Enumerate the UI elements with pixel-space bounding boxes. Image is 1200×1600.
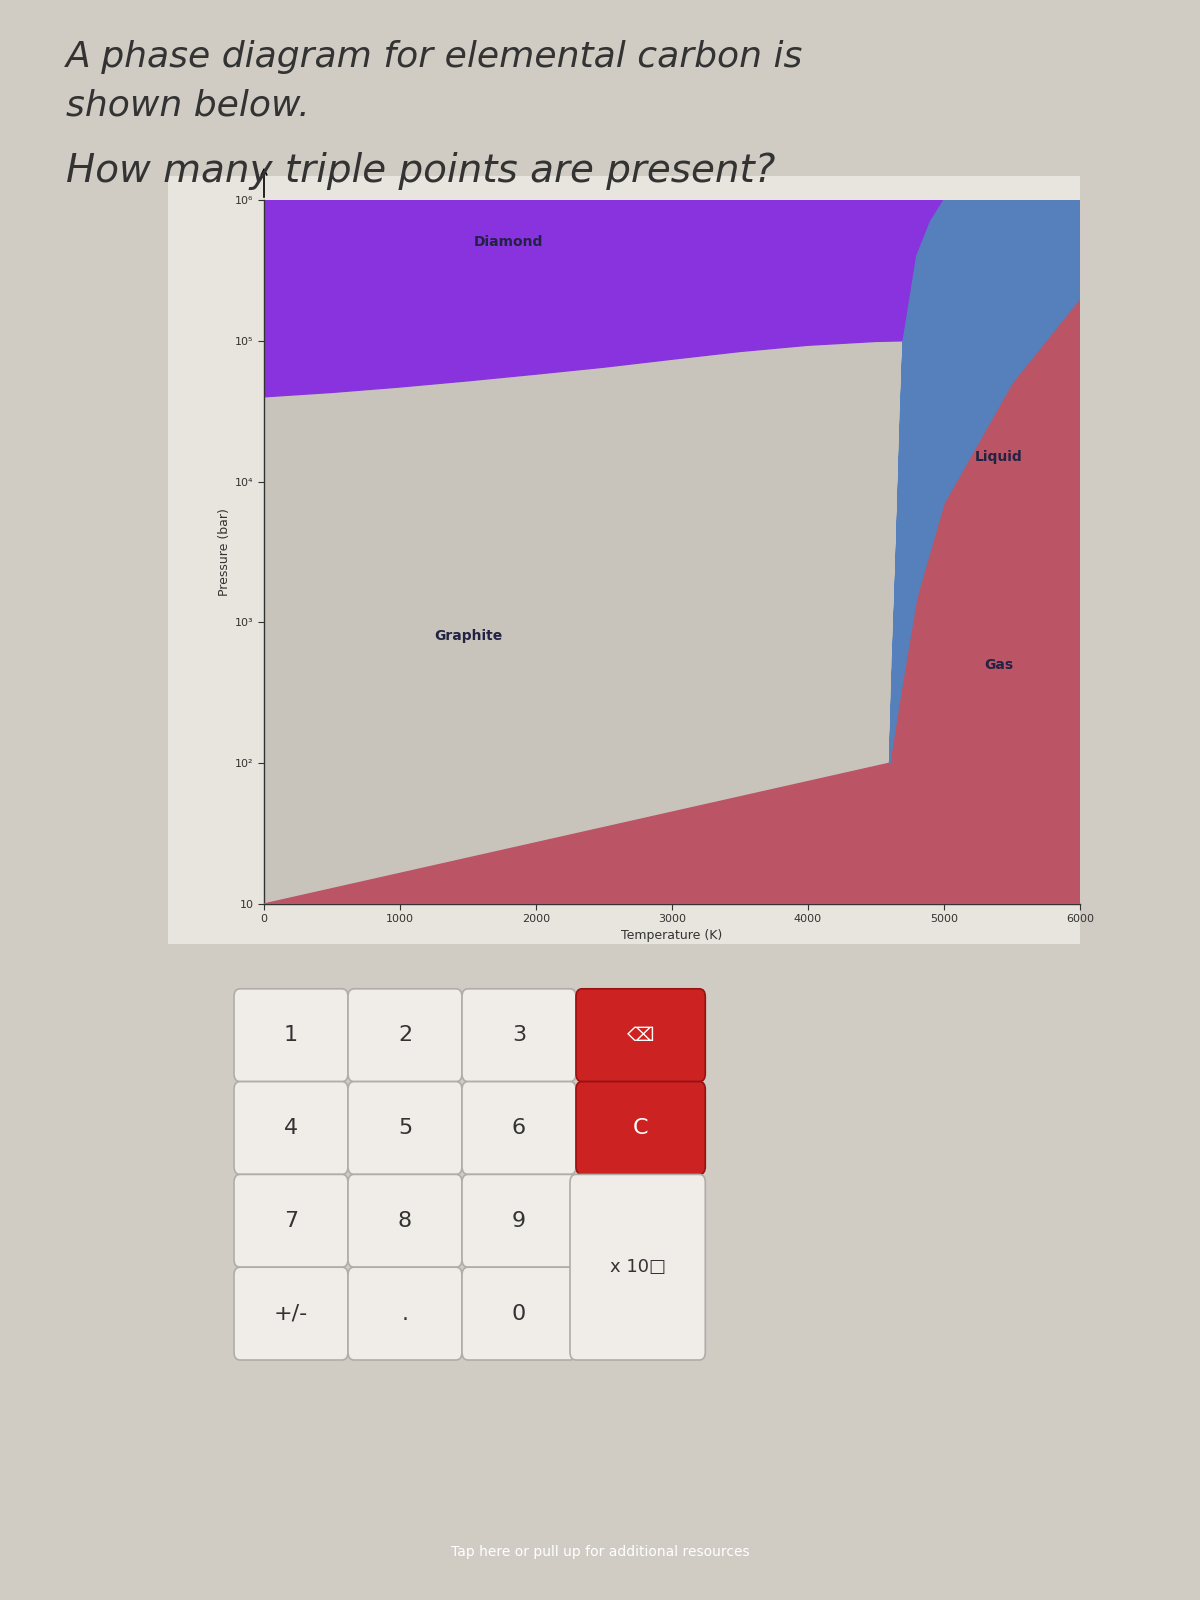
Text: A phase diagram for elemental carbon is: A phase diagram for elemental carbon is — [66, 40, 803, 74]
Text: 1: 1 — [284, 1026, 298, 1045]
Text: How many triple points are present?: How many triple points are present? — [66, 152, 775, 190]
Text: 8: 8 — [398, 1211, 412, 1230]
X-axis label: Temperature (K): Temperature (K) — [622, 928, 722, 941]
Text: 3: 3 — [512, 1026, 526, 1045]
Polygon shape — [889, 200, 1080, 763]
Y-axis label: Pressure (bar): Pressure (bar) — [217, 509, 230, 595]
Text: 6: 6 — [512, 1118, 526, 1138]
Text: ⌫: ⌫ — [626, 1026, 654, 1045]
Polygon shape — [264, 200, 944, 397]
Text: 9: 9 — [512, 1211, 526, 1230]
Text: Liquid: Liquid — [974, 450, 1022, 464]
Polygon shape — [264, 200, 1080, 904]
Text: C: C — [632, 1118, 648, 1138]
Text: +/-: +/- — [274, 1304, 308, 1323]
Text: 2: 2 — [398, 1026, 412, 1045]
Text: Graphite: Graphite — [434, 629, 502, 643]
Text: 0: 0 — [512, 1304, 526, 1323]
Text: shown below.: shown below. — [66, 88, 310, 122]
Text: .: . — [402, 1304, 408, 1323]
Text: Diamond: Diamond — [474, 235, 544, 250]
Text: 4: 4 — [284, 1118, 298, 1138]
Text: x 10□: x 10□ — [610, 1258, 666, 1277]
Text: 7: 7 — [284, 1211, 298, 1230]
Text: 5: 5 — [398, 1118, 412, 1138]
Text: Tap here or pull up for additional resources: Tap here or pull up for additional resou… — [451, 1546, 749, 1558]
Text: Gas: Gas — [984, 658, 1013, 672]
